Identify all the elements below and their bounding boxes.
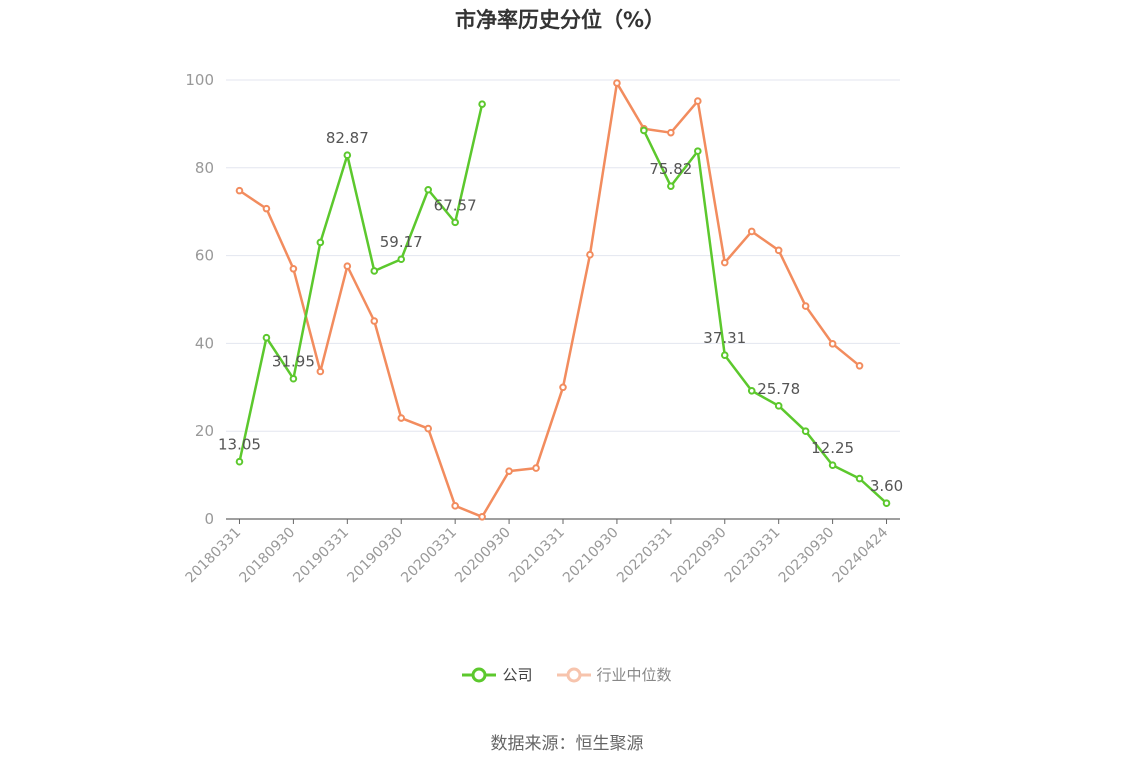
- data-point-company: [289, 374, 298, 383]
- y-tick-label: 100: [185, 71, 214, 89]
- data-point-industry: [289, 264, 298, 273]
- grid-lines: [226, 79, 900, 432]
- data-point-industry: [451, 502, 459, 510]
- data-point-company: [316, 238, 325, 247]
- data-point-company: [855, 474, 864, 483]
- data-point-industry: [855, 361, 864, 370]
- axes: 0 20 40 60 80 100 2018033120180930201903312019…: [183, 71, 900, 586]
- x-tick-label: 20200930: [452, 525, 514, 587]
- y-tick-label: 0: [204, 510, 214, 528]
- data-point-industry: [828, 340, 837, 348]
- x-tick-label: 20210930: [560, 525, 622, 587]
- data-point-industry: [424, 424, 433, 433]
- data-point-industry: [316, 367, 325, 376]
- data-point-company: [667, 182, 675, 190]
- data-point-company: [451, 218, 459, 227]
- data-point-industry: [694, 97, 702, 105]
- data-point-industry: [478, 513, 486, 521]
- data-point-industry: [397, 414, 406, 422]
- data-point-company: [828, 461, 837, 470]
- data-point-industry: [667, 128, 675, 137]
- data-point-industry: [586, 250, 594, 259]
- data-point-industry: [801, 302, 810, 310]
- data-point-company: [370, 267, 379, 275]
- chart-title: 市净率历史分位（%）: [454, 8, 666, 32]
- x-tick-label: 20230331: [722, 525, 784, 587]
- data-point-company: [424, 185, 433, 194]
- data-point-industry: [559, 383, 567, 392]
- x-tick-label: 20210331: [506, 525, 568, 587]
- x-tick-label: 20200331: [398, 525, 460, 587]
- data-label: 82.87: [326, 129, 369, 147]
- data-point-industry: [774, 246, 783, 255]
- series-line-company: [238, 103, 484, 462]
- data-point-industry: [532, 464, 540, 472]
- data-label: 75.82: [649, 160, 692, 178]
- data-point-industry: [262, 204, 271, 213]
- x-tick-label: 20180930: [237, 525, 299, 587]
- x-tick-label: 20220331: [614, 525, 676, 587]
- legend-industry-label: 行业中位数: [596, 666, 672, 684]
- data-point-industry: [343, 262, 352, 270]
- legend-item-company[interactable]: 公司: [462, 664, 533, 685]
- data-label: 31.95: [272, 353, 315, 371]
- data-point-industry: [613, 79, 621, 87]
- y-tick-label: 80: [195, 159, 214, 177]
- data-label: 37.31: [703, 329, 746, 347]
- legend: 公司 行业中位数: [0, 664, 1134, 685]
- y-tick-label: 40: [195, 334, 214, 352]
- data-point-company: [747, 387, 756, 395]
- data-point-company: [694, 147, 702, 155]
- data-point-industry: [747, 227, 756, 236]
- y-tick-label: 20: [195, 422, 214, 440]
- legend-item-industry-median[interactable]: 行业中位数: [556, 664, 672, 685]
- data-point-company: [720, 351, 729, 360]
- series-line-industry: [238, 81, 861, 519]
- x-tick-label: 20190930: [344, 525, 406, 587]
- data-source: 数据来源：恒生聚源: [490, 734, 644, 754]
- data-point-company: [640, 126, 648, 135]
- data-point-industry: [720, 258, 729, 267]
- legend-industry-icon: [556, 667, 591, 682]
- data-point-industry: [505, 467, 513, 475]
- data-labels: 13.05 31.95 82.87 59.17 67.57 75.82 37.31 25.78…: [218, 129, 903, 495]
- data-point-company: [343, 151, 352, 160]
- series-line-company: [642, 129, 888, 505]
- data-label: 13.05: [218, 436, 261, 454]
- data-point-company: [774, 402, 783, 410]
- data-label: 67.57: [434, 196, 477, 214]
- data-point-company: [478, 100, 486, 108]
- x-tick-label: 20190331: [290, 525, 352, 587]
- x-tick-label: 20220930: [668, 525, 730, 587]
- data-point-company: [235, 457, 244, 466]
- data-label: 25.78: [757, 380, 800, 398]
- data-point-industry: [235, 186, 244, 195]
- data-label: 3.60: [870, 477, 903, 495]
- x-tick-label: 20180331: [183, 525, 245, 587]
- data-point-company: [397, 255, 406, 264]
- data-point-company: [882, 499, 891, 507]
- data-point-industry: [370, 317, 379, 325]
- y-tick-label: 60: [195, 247, 214, 265]
- data-point-company: [262, 333, 271, 342]
- x-tick-label: 20240424: [830, 524, 892, 586]
- data-label: 59.17: [380, 233, 423, 251]
- legend-company-icon: [462, 667, 497, 682]
- x-tick-label: 20230930: [776, 525, 838, 587]
- series: [235, 79, 891, 521]
- legend-company-label: 公司: [502, 666, 533, 684]
- data-point-company: [801, 427, 810, 436]
- data-label: 12.25: [811, 439, 854, 457]
